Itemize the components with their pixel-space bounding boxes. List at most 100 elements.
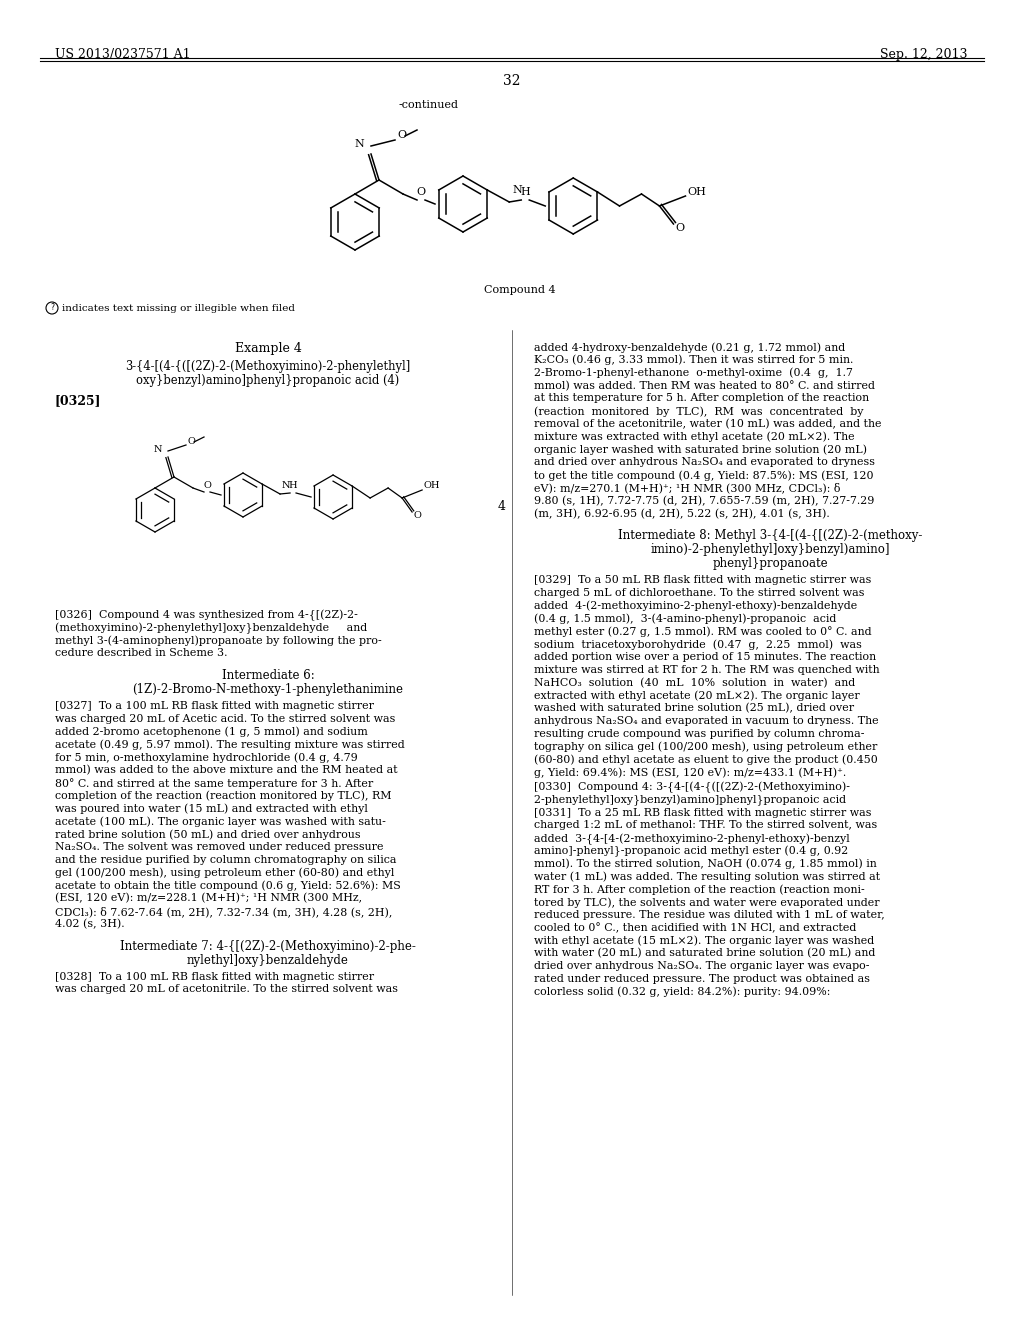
Text: acetate to obtain the title compound (0.6 g, Yield: 52.6%): MS: acetate to obtain the title compound (0.… bbox=[55, 880, 400, 891]
Text: added 4-hydroxy-benzaldehyde (0.21 g, 1.72 mmol) and: added 4-hydroxy-benzaldehyde (0.21 g, 1.… bbox=[534, 342, 845, 352]
Text: K₂CO₃ (0.46 g, 3.33 mmol). Then it was stirred for 5 min.: K₂CO₃ (0.46 g, 3.33 mmol). Then it was s… bbox=[534, 355, 853, 366]
Text: Sep. 12, 2013: Sep. 12, 2013 bbox=[881, 48, 968, 61]
Text: (reaction  monitored  by  TLC),  RM  was  concentrated  by: (reaction monitored by TLC), RM was conc… bbox=[534, 407, 863, 417]
Text: (ESI, 120 eV): m/z=228.1 (M+H)⁺; ¹H NMR (300 MHz,: (ESI, 120 eV): m/z=228.1 (M+H)⁺; ¹H NMR … bbox=[55, 894, 362, 904]
Text: oxy}benzyl)amino]phenyl}propanoic acid (4): oxy}benzyl)amino]phenyl}propanoic acid (… bbox=[136, 374, 399, 387]
Text: mmol) was added to the above mixture and the RM heated at: mmol) was added to the above mixture and… bbox=[55, 766, 397, 776]
Text: amino]-phenyl}-propanoic acid methyl ester (0.4 g, 0.92: amino]-phenyl}-propanoic acid methyl est… bbox=[534, 846, 848, 858]
Text: imino)-2-phenylethyl]oxy}benzyl)amino]: imino)-2-phenylethyl]oxy}benzyl)amino] bbox=[650, 544, 890, 556]
Text: 80° C. and stirred at the same temperature for 3 h. After: 80° C. and stirred at the same temperatu… bbox=[55, 777, 374, 789]
Text: 2-Bromo-1-phenyl-ethanone  o-methyl-oxime  (0.4  g,  1.7: 2-Bromo-1-phenyl-ethanone o-methyl-oxime… bbox=[534, 367, 853, 378]
Text: OH: OH bbox=[687, 187, 707, 197]
Text: US 2013/0237571 A1: US 2013/0237571 A1 bbox=[55, 48, 190, 61]
Text: to get the title compound (0.4 g, Yield: 87.5%): MS (ESI, 120: to get the title compound (0.4 g, Yield:… bbox=[534, 470, 873, 480]
Text: [0328]  To a 100 mL RB flask fitted with magnetic stirrer: [0328] To a 100 mL RB flask fitted with … bbox=[55, 972, 374, 982]
Text: Compound 4: Compound 4 bbox=[484, 285, 556, 294]
Text: nylethyl]oxy}benzaldehyde: nylethyl]oxy}benzaldehyde bbox=[187, 953, 349, 966]
Text: [0326]  Compound 4 was synthesized from 4-{[(2Z)-2-: [0326] Compound 4 was synthesized from 4… bbox=[55, 610, 357, 622]
Text: 9.80 (s, 1H), 7.72-7.75 (d, 2H), 7.655-7.59 (m, 2H), 7.27-7.29: 9.80 (s, 1H), 7.72-7.75 (d, 2H), 7.655-7… bbox=[534, 495, 874, 506]
Text: water (1 mL) was added. The resulting solution was stirred at: water (1 mL) was added. The resulting so… bbox=[534, 871, 880, 882]
Text: [0329]  To a 50 mL RB flask fitted with magnetic stirrer was: [0329] To a 50 mL RB flask fitted with m… bbox=[534, 576, 871, 585]
Text: O: O bbox=[203, 482, 211, 491]
Text: mmol). To the stirred solution, NaOH (0.074 g, 1.85 mmol) in: mmol). To the stirred solution, NaOH (0.… bbox=[534, 859, 877, 870]
Text: indicates text missing or illegible when filed: indicates text missing or illegible when… bbox=[62, 304, 295, 313]
Text: added 2-bromo acetophenone (1 g, 5 mmol) and sodium: added 2-bromo acetophenone (1 g, 5 mmol)… bbox=[55, 727, 368, 738]
Text: cedure described in Scheme 3.: cedure described in Scheme 3. bbox=[55, 648, 227, 659]
Text: 32: 32 bbox=[503, 74, 521, 88]
Text: Intermediate 7: 4-{[(2Z)-2-(Methoxyimino)-2-phe-: Intermediate 7: 4-{[(2Z)-2-(Methoxyimino… bbox=[120, 940, 416, 953]
Text: 4: 4 bbox=[498, 500, 506, 513]
Text: acetate (0.49 g, 5.97 mmol). The resulting mixture was stirred: acetate (0.49 g, 5.97 mmol). The resulti… bbox=[55, 739, 404, 750]
Text: and the residue purified by column chromatography on silica: and the residue purified by column chrom… bbox=[55, 855, 396, 865]
Text: CDCl₃): δ 7.62-7.64 (m, 2H), 7.32-7.34 (m, 3H), 4.28 (s, 2H),: CDCl₃): δ 7.62-7.64 (m, 2H), 7.32-7.34 (… bbox=[55, 906, 392, 917]
Text: OH: OH bbox=[423, 482, 439, 491]
Text: O: O bbox=[417, 187, 426, 197]
Text: added  4-(2-methoxyimino-2-phenyl-ethoxy)-benzaldehyde: added 4-(2-methoxyimino-2-phenyl-ethoxy)… bbox=[534, 601, 857, 611]
Text: Intermediate 6:: Intermediate 6: bbox=[221, 669, 314, 682]
Text: eV): m/z=270.1 (M+H)⁺; ¹H NMR (300 MHz, CDCl₃): δ: eV): m/z=270.1 (M+H)⁺; ¹H NMR (300 MHz, … bbox=[534, 483, 841, 494]
Text: completion of the reaction (reaction monitored by TLC), RM: completion of the reaction (reaction mon… bbox=[55, 791, 391, 801]
Text: anhydrous Na₂SO₄ and evaporated in vacuum to dryness. The: anhydrous Na₂SO₄ and evaporated in vacuu… bbox=[534, 715, 879, 726]
Text: charged 5 mL of dichloroethane. To the stirred solvent was: charged 5 mL of dichloroethane. To the s… bbox=[534, 587, 864, 598]
Text: tography on silica gel (100/200 mesh), using petroleum ether: tography on silica gel (100/200 mesh), u… bbox=[534, 742, 878, 752]
Text: (0.4 g, 1.5 mmol),  3-(4-amino-phenyl)-propanoic  acid: (0.4 g, 1.5 mmol), 3-(4-amino-phenyl)-pr… bbox=[534, 614, 837, 624]
Text: [0330]  Compound 4: 3-{4-[(4-{([(2Z)-2-(Methoxyimino)-: [0330] Compound 4: 3-{4-[(4-{([(2Z)-2-(M… bbox=[534, 781, 850, 793]
Text: extracted with ethyl acetate (20 mL×2). The organic layer: extracted with ethyl acetate (20 mL×2). … bbox=[534, 690, 860, 701]
Text: gel (100/200 mesh), using petroleum ether (60-80) and ethyl: gel (100/200 mesh), using petroleum ethe… bbox=[55, 867, 394, 878]
Text: (methoxyimino)-2-phenylethyl]oxy}benzaldehyde     and: (methoxyimino)-2-phenylethyl]oxy}benzald… bbox=[55, 623, 368, 634]
Text: O: O bbox=[187, 437, 195, 446]
Text: charged 1:2 mL of methanol: THF. To the stirred solvent, was: charged 1:2 mL of methanol: THF. To the … bbox=[534, 821, 878, 830]
Text: RT for 3 h. After completion of the reaction (reaction moni-: RT for 3 h. After completion of the reac… bbox=[534, 884, 864, 895]
Text: with water (20 mL) and saturated brine solution (20 mL) and: with water (20 mL) and saturated brine s… bbox=[534, 948, 876, 958]
Text: rated brine solution (50 mL) and dried over anhydrous: rated brine solution (50 mL) and dried o… bbox=[55, 829, 360, 840]
Text: g, Yield: 69.4%): MS (ESI, 120 eV): m/z=433.1 (M+H)⁺.: g, Yield: 69.4%): MS (ESI, 120 eV): m/z=… bbox=[534, 767, 846, 777]
Text: (1Z)-2-Bromo-N-methoxy-1-phenylethanimine: (1Z)-2-Bromo-N-methoxy-1-phenylethanimin… bbox=[132, 684, 403, 696]
Text: [0331]  To a 25 mL RB flask fitted with magnetic stirrer was: [0331] To a 25 mL RB flask fitted with m… bbox=[534, 808, 871, 817]
Text: resulting crude compound was purified by column chroma-: resulting crude compound was purified by… bbox=[534, 729, 864, 739]
Text: Intermediate 8: Methyl 3-{4-[(4-{[(2Z)-2-(methoxy-: Intermediate 8: Methyl 3-{4-[(4-{[(2Z)-2… bbox=[617, 529, 923, 543]
Text: NaHCO₃  solution  (40  mL  10%  solution  in  water)  and: NaHCO₃ solution (40 mL 10% solution in w… bbox=[534, 677, 855, 688]
Text: removal of the acetonitrile, water (10 mL) was added, and the: removal of the acetonitrile, water (10 m… bbox=[534, 418, 882, 429]
Text: O: O bbox=[676, 223, 685, 234]
Text: at this temperature for 5 h. After completion of the reaction: at this temperature for 5 h. After compl… bbox=[534, 393, 869, 403]
Text: Na₂SO₄. The solvent was removed under reduced pressure: Na₂SO₄. The solvent was removed under re… bbox=[55, 842, 384, 851]
Text: mixture was stirred at RT for 2 h. The RM was quenched with: mixture was stirred at RT for 2 h. The R… bbox=[534, 665, 880, 675]
Text: dried over anhydrous Na₂SO₄. The organic layer was evapo-: dried over anhydrous Na₂SO₄. The organic… bbox=[534, 961, 869, 972]
Text: H: H bbox=[520, 187, 530, 197]
Text: (m, 3H), 6.92-6.95 (d, 2H), 5.22 (s, 2H), 4.01 (s, 3H).: (m, 3H), 6.92-6.95 (d, 2H), 5.22 (s, 2H)… bbox=[534, 508, 829, 519]
Text: phenyl}propanoate: phenyl}propanoate bbox=[712, 557, 827, 570]
Text: organic layer washed with saturated brine solution (20 mL): organic layer washed with saturated brin… bbox=[534, 445, 867, 455]
Text: mmol) was added. Then RM was heated to 80° C. and stirred: mmol) was added. Then RM was heated to 8… bbox=[534, 380, 874, 391]
Text: mixture was extracted with ethyl acetate (20 mL×2). The: mixture was extracted with ethyl acetate… bbox=[534, 432, 855, 442]
Text: N: N bbox=[154, 445, 162, 454]
Text: methyl ester (0.27 g, 1.5 mmol). RM was cooled to 0° C. and: methyl ester (0.27 g, 1.5 mmol). RM was … bbox=[534, 627, 871, 638]
Text: methyl 3-(4-aminophenyl)propanoate by following the pro-: methyl 3-(4-aminophenyl)propanoate by fo… bbox=[55, 636, 382, 647]
Text: 3-{4-[(4-{([(2Z)-2-(Methoxyimino)-2-phenylethyl]: 3-{4-[(4-{([(2Z)-2-(Methoxyimino)-2-phen… bbox=[125, 360, 411, 374]
Text: N: N bbox=[512, 185, 522, 195]
Text: cooled to 0° C., then acidified with 1N HCl, and extracted: cooled to 0° C., then acidified with 1N … bbox=[534, 923, 856, 933]
Text: added portion wise over a period of 15 minutes. The reaction: added portion wise over a period of 15 m… bbox=[534, 652, 877, 663]
Text: was poured into water (15 mL) and extracted with ethyl: was poured into water (15 mL) and extrac… bbox=[55, 804, 368, 814]
Text: -continued: -continued bbox=[399, 100, 459, 110]
Text: O: O bbox=[397, 129, 407, 140]
Text: [0325]: [0325] bbox=[55, 393, 101, 407]
Text: rated under reduced pressure. The product was obtained as: rated under reduced pressure. The produc… bbox=[534, 974, 870, 983]
Text: colorless solid (0.32 g, yield: 84.2%): purity: 94.09%:: colorless solid (0.32 g, yield: 84.2%): … bbox=[534, 987, 830, 998]
Text: with ethyl acetate (15 mL×2). The organic layer was washed: with ethyl acetate (15 mL×2). The organi… bbox=[534, 936, 874, 946]
Text: N: N bbox=[282, 480, 290, 490]
Text: O: O bbox=[413, 511, 421, 520]
Text: was charged 20 mL of acetonitrile. To the stirred solvent was: was charged 20 mL of acetonitrile. To th… bbox=[55, 985, 398, 994]
Text: ?: ? bbox=[50, 304, 54, 313]
Text: 4.02 (s, 3H).: 4.02 (s, 3H). bbox=[55, 919, 125, 929]
Text: washed with saturated brine solution (25 mL), dried over: washed with saturated brine solution (25… bbox=[534, 704, 854, 714]
Text: 2-phenylethyl]oxy}benzyl)amino]phenyl}propanoic acid: 2-phenylethyl]oxy}benzyl)amino]phenyl}pr… bbox=[534, 795, 846, 807]
Text: tored by TLC), the solvents and water were evaporated under: tored by TLC), the solvents and water we… bbox=[534, 898, 880, 908]
Text: for 5 min, o-methoxylamine hydrochloride (0.4 g, 4.79: for 5 min, o-methoxylamine hydrochloride… bbox=[55, 752, 357, 763]
Text: Example 4: Example 4 bbox=[234, 342, 301, 355]
Text: and dried over anhydrous Na₂SO₄ and evaporated to dryness: and dried over anhydrous Na₂SO₄ and evap… bbox=[534, 457, 874, 467]
Text: (60-80) and ethyl acetate as eluent to give the product (0.450: (60-80) and ethyl acetate as eluent to g… bbox=[534, 755, 878, 766]
Text: N: N bbox=[354, 139, 364, 149]
Text: was charged 20 mL of Acetic acid. To the stirred solvent was: was charged 20 mL of Acetic acid. To the… bbox=[55, 714, 395, 723]
Text: reduced pressure. The residue was diluted with 1 mL of water,: reduced pressure. The residue was dilute… bbox=[534, 909, 885, 920]
Text: sodium  triacetoxyborohydride  (0.47  g,  2.25  mmol)  was: sodium triacetoxyborohydride (0.47 g, 2.… bbox=[534, 639, 862, 649]
